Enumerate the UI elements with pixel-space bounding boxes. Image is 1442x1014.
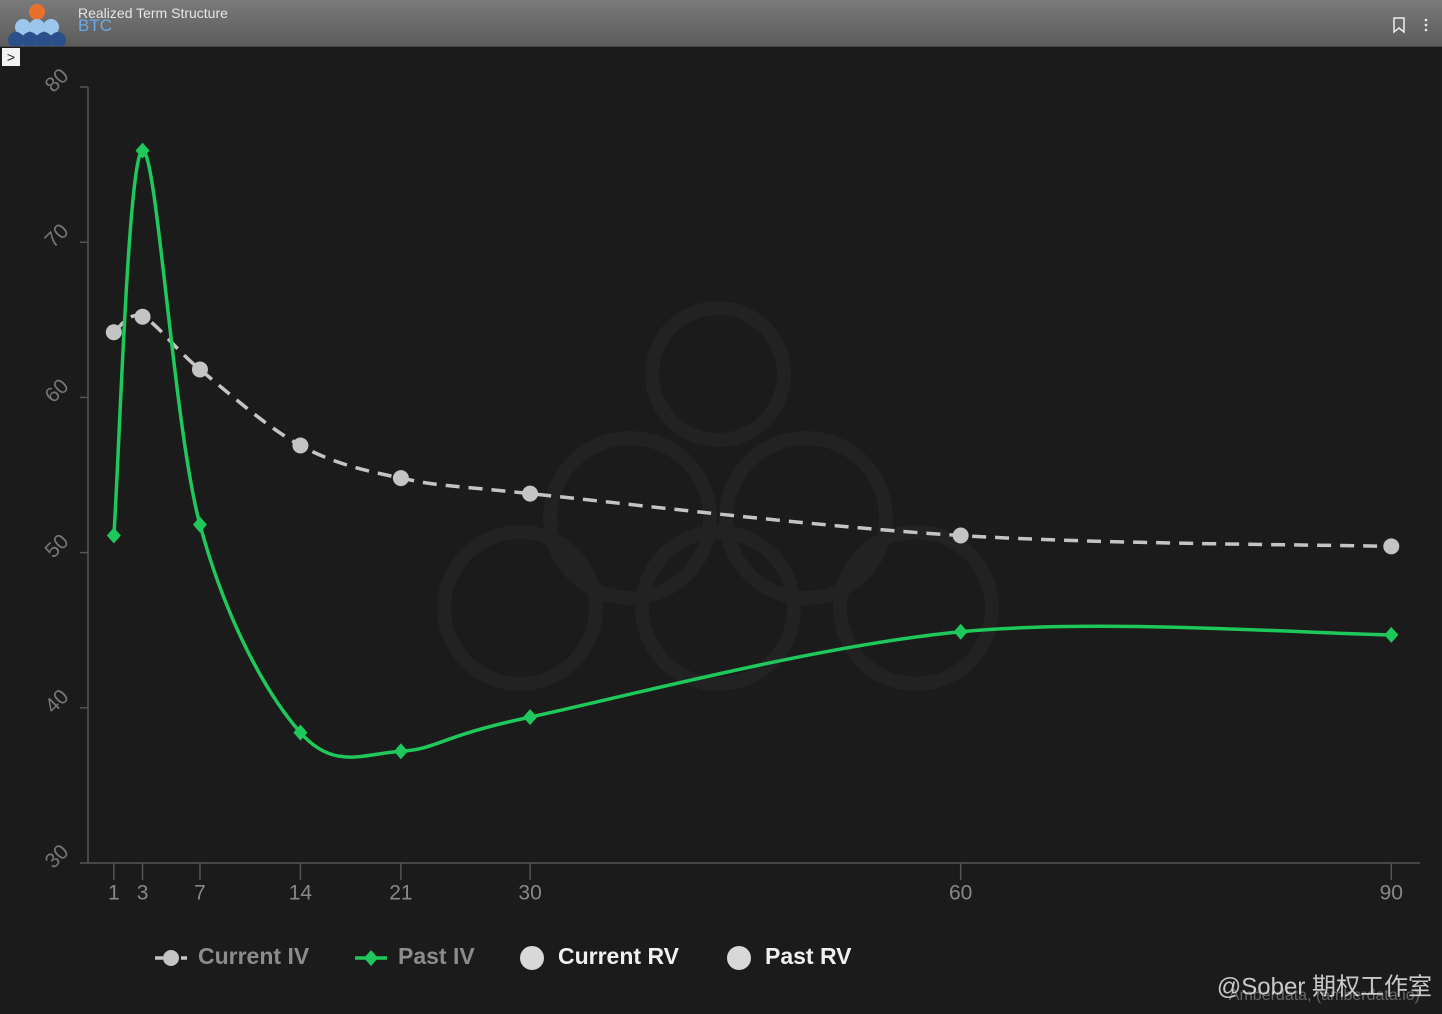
point: [952, 527, 969, 544]
series-line: [112, 313, 1392, 549]
legend-item[interactable]: Past IV: [355, 943, 475, 969]
y-tick-label: 70: [41, 219, 74, 252]
legend-item[interactable]: Current RV: [520, 943, 680, 970]
x-tick-label: 1: [108, 882, 120, 905]
point: [293, 724, 308, 741]
watermark: @Sober 期权工作室: [1217, 973, 1432, 1000]
x-tick-label: 3: [137, 882, 149, 905]
sidebar-toggle[interactable]: >: [2, 48, 20, 66]
panel-subtitle: BTC: [78, 16, 112, 35]
x-tick-label: 30: [518, 882, 541, 905]
x-tick-label: 60: [949, 882, 972, 905]
x-tick-label: 7: [194, 882, 206, 905]
point: [191, 361, 208, 378]
header-icons[interactable]: [1390, 16, 1430, 36]
y-tick-label: 30: [41, 840, 74, 873]
credit: Amberdata, (amberdata.io): [1229, 987, 1420, 1004]
point: [393, 743, 408, 760]
y-tick-label: 50: [41, 530, 74, 563]
x-tick-label: 14: [289, 882, 313, 905]
legend-item[interactable]: Past RV: [727, 943, 852, 970]
y-tick-label: 60: [41, 375, 74, 408]
legend-marker: [163, 950, 179, 966]
legend-label: Current RV: [558, 943, 680, 969]
point: [953, 623, 968, 640]
legend-item[interactable]: Current IV: [155, 943, 310, 969]
point: [192, 516, 207, 533]
chart: 30 40 50 60 70 80 1 3 7 14 21 30 60 90 Current IV Past …: [41, 64, 1432, 1004]
x-tick-label: 21: [389, 882, 412, 905]
x-tick-label: 90: [1380, 882, 1403, 905]
legend-marker: [727, 946, 751, 970]
legend-marker: [520, 946, 544, 970]
panel-title: Realized Term Structure: [78, 5, 228, 21]
logo: [8, 4, 66, 46]
header: Realized Term Structure BTC: [0, 0, 1442, 47]
legend-marker: [364, 950, 378, 966]
y-tick-label: 40: [41, 685, 74, 718]
point: [106, 527, 121, 544]
point: [135, 142, 150, 159]
point: [105, 324, 122, 341]
legend-label: Current IV: [198, 943, 310, 969]
point: [134, 308, 151, 325]
legend-label: Past IV: [398, 943, 475, 969]
point: [392, 470, 409, 487]
point: [523, 709, 538, 726]
point: [292, 437, 309, 454]
point: [1383, 538, 1400, 555]
y-tick-label: 80: [41, 64, 74, 97]
legend-label: Past RV: [765, 943, 852, 969]
point: [522, 485, 539, 502]
point: [1384, 626, 1399, 643]
